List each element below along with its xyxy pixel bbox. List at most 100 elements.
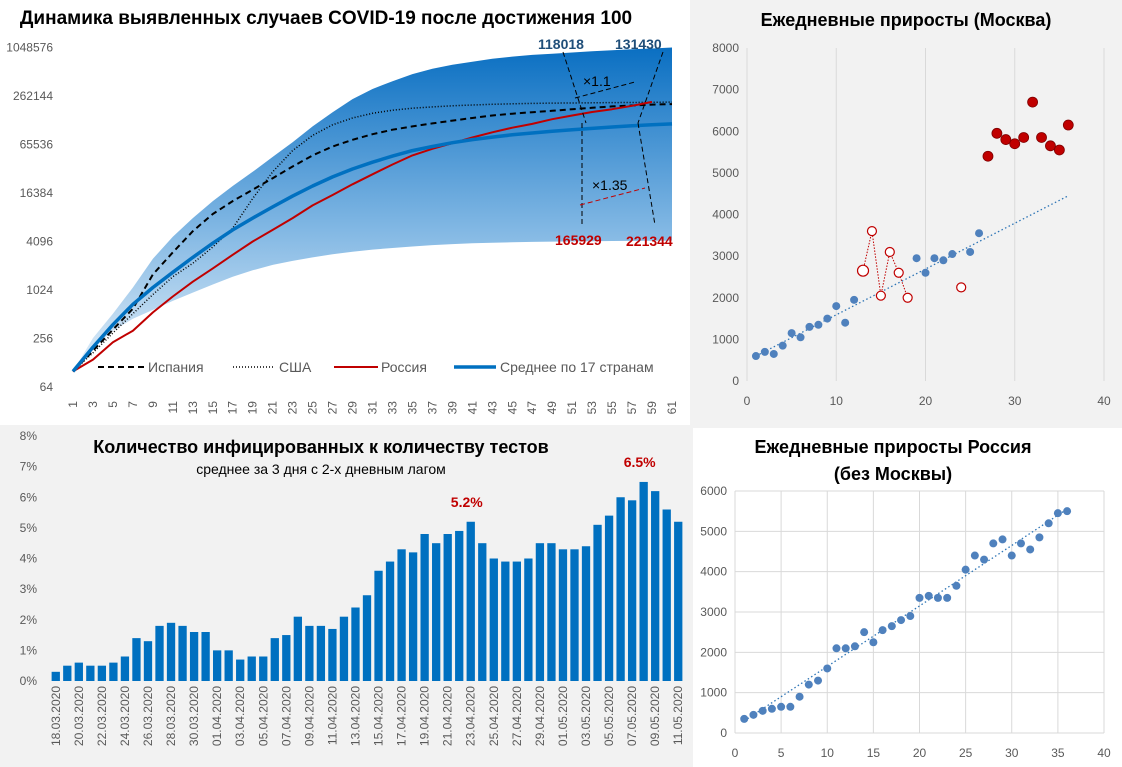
moscow-point: [769, 349, 778, 358]
moscow-point: [912, 254, 921, 263]
x-tick-label: 35: [1051, 746, 1065, 760]
russia-point: [749, 710, 758, 719]
bar-data-label: 6.5%: [624, 454, 656, 470]
rate-bar: [339, 616, 349, 681]
x-tick-label: 0: [744, 394, 751, 408]
y-tick-label: 0: [720, 726, 727, 740]
y-tick-label: 65536: [20, 138, 54, 152]
x-tick-label: 39: [445, 401, 459, 415]
positive-rate-panel: Количество инфицированных к количеству т…: [0, 428, 690, 767]
x-tick-label: 10: [830, 394, 844, 408]
y-tick-label: 4096: [26, 235, 53, 249]
russia-point: [860, 628, 869, 637]
y-tick-label: 8000: [712, 41, 739, 55]
russia-point: [906, 612, 915, 621]
rate-bar: [143, 641, 153, 681]
x-tick-label: 09.05.2020: [648, 686, 662, 746]
x-tick-label: 25.04.2020: [487, 686, 501, 746]
y-tick-label: 4000: [712, 208, 739, 222]
rate-bar: [201, 632, 210, 681]
rate-bar: [189, 632, 199, 681]
rate-bar: [604, 515, 614, 681]
y-tick-label: 3%: [20, 582, 38, 596]
y-tick-label: 5000: [712, 166, 739, 180]
moscow-outlier-point: [884, 246, 895, 258]
cases-dynamics-chart: Динамика выявленных случаев COVID-19 пос…: [6, 8, 679, 415]
x-tick-label: 25: [306, 401, 320, 415]
x-tick-label: 19: [246, 401, 260, 415]
x-tick-label: 20.03.2020: [72, 686, 86, 746]
annot-165929: 165929: [555, 232, 602, 248]
chart2-title: Ежедневные приросты (Москва): [761, 10, 1052, 30]
x-tick-label: 19.04.2020: [418, 686, 432, 746]
x-tick-label: 28.03.2020: [164, 686, 178, 746]
rate-bar: [501, 561, 510, 681]
rate-bar: [132, 638, 141, 681]
x-tick-label: 30: [1008, 394, 1022, 408]
annot-line-e: [637, 122, 656, 226]
rate-bar: [351, 607, 360, 681]
chart3-title: Количество инфицированных к количеству т…: [93, 437, 549, 457]
x-tick-label: 59: [645, 401, 659, 415]
russia-point: [832, 644, 841, 653]
x-tick-label: 9: [146, 401, 160, 408]
x-tick-label: 05.04.2020: [256, 686, 270, 746]
y-tick-label: 3000: [700, 605, 727, 619]
rate-bar: [259, 656, 268, 681]
russia-point: [823, 664, 832, 673]
rate-bar: [627, 500, 637, 681]
chart1-legend: Испания США Россия Среднее по 17 странам: [98, 359, 654, 375]
rate-bar: [674, 521, 683, 681]
x-tick-label: 5: [106, 401, 120, 408]
x-tick-label: 49: [545, 401, 559, 415]
y-tick-label: 4%: [20, 552, 38, 566]
country-range-band: [73, 47, 672, 372]
rate-bar: [247, 656, 256, 681]
x-tick-label: 13: [186, 401, 200, 415]
chart4-title-line1: Ежедневные приросты Россия: [755, 437, 1032, 457]
x-tick-label: 40: [1097, 746, 1111, 760]
x-tick-label: 23: [286, 401, 300, 415]
cases-dynamics-panel: Динамика выявленных случаев COVID-19 пос…: [0, 0, 690, 425]
moscow-point: [948, 250, 957, 259]
rate-bar: [535, 543, 545, 681]
positive-rate-chart: Количество инфицированных к количеству т…: [20, 429, 686, 746]
russia-point: [1063, 507, 1072, 516]
moscow-outlier-point: [856, 264, 870, 277]
russia-point: [814, 676, 823, 685]
hollow-points-connector: [862, 231, 909, 298]
x-tick-label: 21: [266, 401, 280, 415]
russia-point: [804, 680, 813, 689]
x-tick-label: 05.05.2020: [602, 686, 616, 746]
x-tick-label: 17.04.2020: [395, 686, 409, 746]
russia-point: [887, 622, 896, 631]
x-tick-label: 33: [385, 401, 399, 415]
russia-point: [767, 704, 776, 713]
russia-point: [869, 638, 878, 647]
russia-point: [980, 555, 989, 564]
x-tick-label: 24.03.2020: [118, 686, 132, 746]
rate-bar: [212, 650, 222, 681]
x-tick-label: 35: [405, 401, 419, 415]
moscow-recent-point: [1009, 138, 1021, 150]
x-tick-label: 47: [525, 401, 539, 415]
rate-bar: [120, 656, 130, 681]
x-tick-label: 03.04.2020: [233, 686, 247, 746]
russia-daily-chart: Ежедневные приросты Россия (без Москвы) …: [700, 437, 1111, 760]
x-tick-label: 01.05.2020: [556, 686, 570, 746]
y-tick-label: 5000: [700, 524, 727, 538]
rate-bar: [639, 481, 648, 681]
x-tick-label: 29: [346, 401, 360, 415]
x-tick-label: 11: [166, 401, 180, 414]
y-tick-label: 6%: [20, 490, 38, 504]
moscow-recent-point: [982, 150, 994, 162]
x-tick-label: 23.04.2020: [464, 686, 478, 746]
x-tick-label: 40: [1097, 394, 1111, 408]
moscow-recent-point: [1053, 144, 1065, 156]
x-tick-label: 53: [585, 401, 599, 415]
x-tick-label: 45: [505, 401, 519, 415]
chart1-title: Динамика выявленных случаев COVID-19 пос…: [20, 8, 632, 29]
moscow-outlier-point: [875, 290, 886, 301]
x-tick-label: 11.04.2020: [325, 686, 339, 745]
russia-point: [1016, 539, 1025, 548]
